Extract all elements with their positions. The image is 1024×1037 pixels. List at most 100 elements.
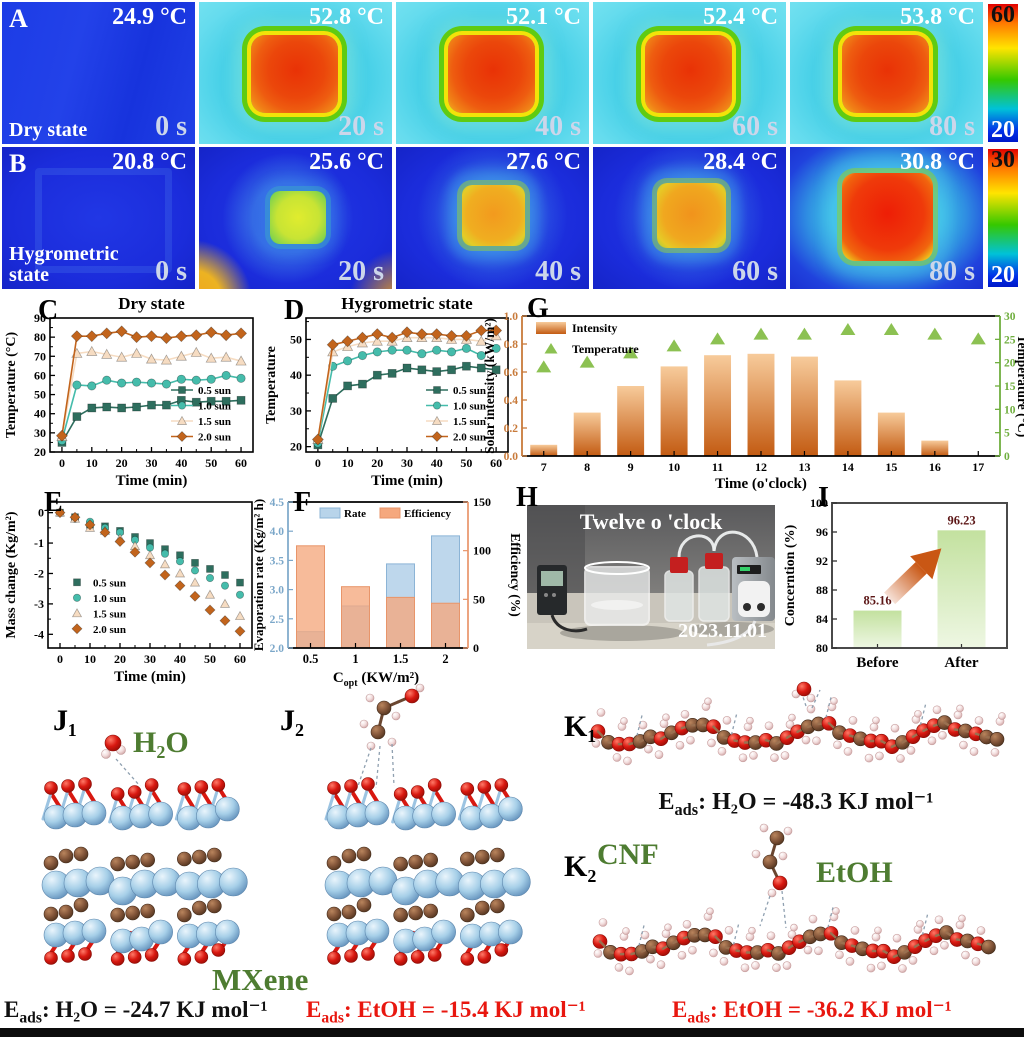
eads-mxene-etoh: Eads: EtOH = -15.4 KJ mol⁻¹ [306,997,586,1027]
svg-text:Time (min): Time (min) [114,669,186,685]
time-stamp: 20 s [338,111,384,142]
time-stamp: 80 s [929,256,975,287]
svg-text:0: 0 [315,456,321,470]
time-stamp: 60 s [732,111,778,142]
svg-text:2: 2 [442,652,448,666]
panel-label-j2: J₂ [280,704,304,737]
svg-text:1.5 sun: 1.5 sun [453,416,486,428]
panel-label-b: B [9,149,27,178]
thermal-frame-b-20s: 25.6 °C 20 s [199,147,392,289]
svg-text:25: 25 [1004,334,1016,346]
svg-text:-1: -1 [34,536,44,550]
svg-text:Temperature (°C): Temperature (°C) [4,332,19,439]
thermal-frame-a-20s: 52.8 °C 20 s [199,2,392,144]
panel-label-c: C [38,295,59,326]
svg-text:10: 10 [342,456,354,470]
chart-dry-state: 20 30 40 50 60 70 80 90 0 10 20 30 40 50 60 Dry state Ti… [4,294,254,489]
svg-text:7: 7 [541,460,547,474]
svg-text:Temperature (°C): Temperature (°C) [1015,335,1024,438]
svg-text:0: 0 [38,506,44,520]
chart-solar-intensity: 0.0 0.2 0.4 0.6 0.8 1.0 0 5 10 15 20 25 30 7 8 9 10 11 12 1… [482,311,1024,492]
chart-hygrometric-state: 20 30 40 50 0 10 20 30 40 50 60 Hygrometric state Ti… [264,294,509,489]
svg-text:Time (min): Time (min) [116,473,188,489]
svg-text:3.5: 3.5 [270,555,285,567]
svg-text:1.0: 1.0 [504,311,519,323]
svg-text:2.5: 2.5 [270,614,285,626]
svg-text:0: 0 [1004,451,1010,463]
svg-text:Time (min): Time (min) [371,473,443,489]
svg-text:4.0: 4.0 [270,526,285,538]
svg-text:20: 20 [116,456,128,470]
svg-text:4.5: 4.5 [270,497,285,509]
svg-text:92: 92 [816,554,828,568]
temperature-readout: 30.8 °C [900,149,975,175]
svg-text:20: 20 [290,440,302,454]
svg-text:100: 100 [810,496,828,510]
svg-text:Before: Before [856,655,899,671]
svg-text:-3: -3 [34,597,44,611]
svg-text:2.0 sun: 2.0 sun [198,432,231,444]
svg-text:Intensity: Intensity [572,321,617,335]
svg-text:Efficiency: Efficiency [404,508,452,520]
panel-label-k1: K₁ [564,710,597,743]
svg-text:8: 8 [584,460,590,474]
temperature-readout: 25.6 °C [309,149,384,175]
panel-label-a: A [9,4,28,33]
svg-text:30: 30 [144,652,156,666]
thermal-frame-a-0s: A Dry state 24.9 °C 0 s [2,2,195,144]
svg-text:20: 20 [1004,358,1016,370]
thermal-frame-b-60s: 28.4 °C 60 s [593,147,786,289]
panel-label-e: E [44,487,63,518]
svg-text:0.5 sun: 0.5 sun [93,577,126,589]
time-stamp: 60 s [732,256,778,287]
heated-area [656,182,727,248]
eads-mxene-h2o: Eads: H₂O = -24.7 KJ mol⁻¹ [4,997,268,1027]
svg-text:30: 30 [146,456,158,470]
heated-area [251,34,338,113]
svg-text:20: 20 [371,456,383,470]
state-label: Dry state [9,119,88,141]
panel-label-j1: J₁ [53,704,77,737]
bottom-border-bar [0,1028,1024,1037]
svg-text:70: 70 [34,349,46,363]
temperature-readout: 52.1 °C [506,4,581,30]
svg-text:50: 50 [473,592,485,606]
svg-text:1.5 sun: 1.5 sun [198,416,231,428]
cnf-label: CNF [597,838,659,871]
svg-text:0.5: 0.5 [303,652,319,666]
thermal-frame-b-0s: B Hygrometric state 20.8 °C 0 s [2,147,195,289]
svg-text:10: 10 [1004,404,1016,416]
svg-text:150: 150 [473,495,491,509]
svg-text:17: 17 [972,460,984,474]
svg-text:16: 16 [929,460,941,474]
time-stamp: 40 s [535,256,581,287]
svg-text:13: 13 [798,460,810,474]
temperature-readout: 53.8 °C [900,4,975,30]
svg-text:84: 84 [816,612,828,626]
svg-text:90: 90 [34,311,46,325]
photo-scene [527,505,775,649]
svg-text:0: 0 [59,456,65,470]
svg-text:50: 50 [290,332,302,346]
svg-text:1.0 sun: 1.0 sun [93,593,126,605]
svg-text:After: After [944,655,978,671]
temperature-readout: 24.9 °C [112,4,187,30]
svg-text:1.0 sun: 1.0 sun [198,401,231,413]
panel-label-d: D [284,295,305,326]
svg-text:15: 15 [1004,381,1016,393]
svg-text:3.0: 3.0 [270,585,285,597]
thermal-frame-a-60s: 52.4 °C 60 s [593,2,786,144]
eads-cnf-etoh: Eads: EtOH = -36.2 KJ mol⁻¹ [672,997,952,1027]
svg-text:2.0 sun: 2.0 sun [93,624,126,636]
svg-text:Dry state: Dry state [118,294,185,313]
svg-text:40: 40 [34,407,46,421]
panel-label-i: I [818,482,829,513]
svg-text:2.0: 2.0 [270,643,285,655]
svg-text:1.0 sun: 1.0 sun [453,401,486,413]
svg-text:Concerntion (%): Concerntion (%) [783,524,798,626]
svg-text:10: 10 [668,460,680,474]
svg-text:40: 40 [175,456,187,470]
thermal-frame-a-40s: 52.1 °C 40 s [396,2,589,144]
svg-text:50: 50 [34,388,46,402]
svg-text:60: 60 [34,368,46,382]
